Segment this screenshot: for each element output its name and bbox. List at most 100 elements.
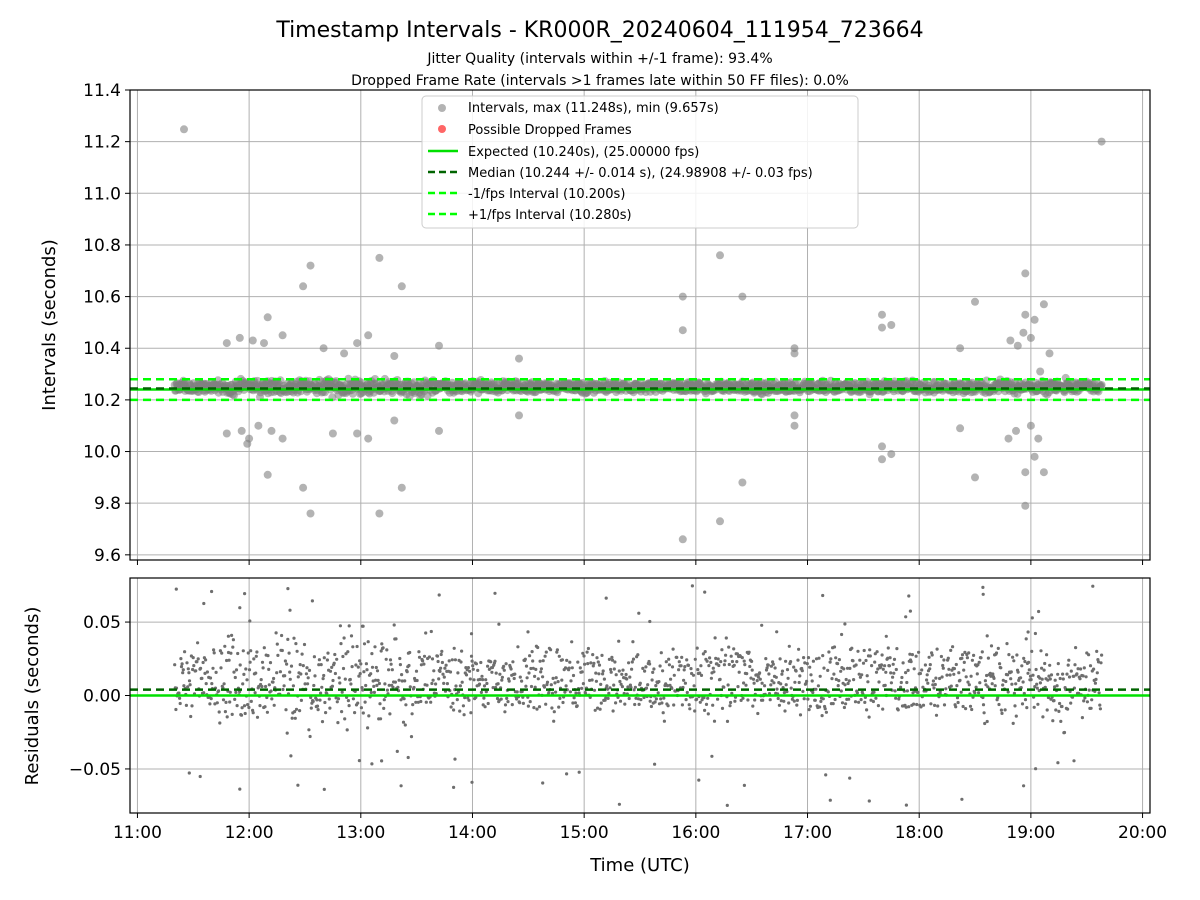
residual-point [886,646,890,650]
residual-point [555,648,560,652]
residual-point [332,661,336,665]
residual-point [805,679,809,683]
residual-point [929,702,933,706]
residual-point [602,677,607,681]
residual-point [999,666,1003,670]
residual-point [875,650,879,654]
residual-point [977,660,981,664]
residual-point [766,663,770,667]
residuals-y-tick-label: 0.00 [83,687,121,707]
residual-point [581,682,586,686]
residual-point [722,685,726,689]
interval-outlier-point [1039,300,1048,309]
residual-point [315,704,320,708]
residual-point [933,703,937,708]
residual-point [1030,649,1034,654]
residual-point [576,660,580,664]
residual-point [258,704,262,708]
residual-point [661,711,665,715]
residual-point [470,659,474,663]
residual-point [486,664,490,668]
residual-point [712,670,716,674]
residual-point [764,657,768,661]
residual-point [535,707,539,711]
interval-outlier-point [1021,310,1030,319]
residual-point [299,698,303,703]
residual-point [251,711,255,715]
residual-point [1011,655,1015,659]
residual-point [288,677,292,681]
intervals-y-tick-label: 10.8 [83,236,121,256]
intervals-panel: 9.6 9.8 10.0 10.2 10.4 10.6 10.8 11.0 11.2 11.4 I… [39,81,1151,566]
residual-point [1098,703,1102,707]
residual-point [1033,631,1037,636]
residual-point [649,704,654,709]
residual-point [351,645,355,649]
interval-outlier-point [278,434,287,443]
residual-point [484,690,488,694]
interval-outlier-point [878,455,886,464]
residual-point [765,666,769,670]
residual-point [1001,683,1005,687]
residual-point [246,703,250,707]
residual-point [253,691,257,695]
residual-point [716,697,720,701]
residual-point [551,676,555,681]
residual-point [749,676,753,680]
residual-point [596,706,600,710]
residual-point [612,667,616,671]
residual-point [417,650,421,654]
interval-outlier-point [390,416,399,425]
residual-point [1056,761,1060,765]
residual-point [563,690,567,694]
residual-point [700,698,704,702]
residual-point [1056,662,1060,666]
residual-point [511,660,515,664]
residual-point [784,683,788,687]
residual-point [808,665,812,669]
residual-point [604,696,608,700]
residual-point [512,676,516,681]
residual-point [689,667,693,671]
residual-point [580,670,584,674]
interval-outlier-point [887,321,896,329]
residual-point [518,701,522,705]
residual-point [403,679,407,683]
residual-point [234,690,238,695]
residual-point [870,664,874,668]
residual-point [182,684,186,688]
residual-point [672,703,676,707]
residual-point [787,701,791,705]
legend-label-median: Median (10.244 +/- 0.014 s), (24.98908 +… [468,166,813,181]
legend-item-median: Median (10.244 +/- 0.014 s), (24.98908 +… [428,166,813,181]
residual-point [366,640,370,644]
residual-point [452,646,456,650]
residual-point [644,665,648,669]
residual-point [648,662,652,666]
residual-point [278,670,282,674]
intervals-plot-frame [129,89,1151,561]
residual-point [570,640,574,644]
residual-point [500,675,504,679]
residual-point [874,696,878,700]
residual-point [369,690,373,695]
residual-point [335,700,339,704]
residual-point [706,696,710,700]
residual-point [234,668,239,672]
residual-point [396,685,400,689]
residual-point [460,649,464,653]
residual-point [991,672,995,676]
residual-point [985,719,989,724]
residual-point [479,690,483,695]
residual-point [612,683,616,687]
legend-item-dropped: Possible Dropped Frames [438,123,632,138]
residual-point [675,655,679,660]
residual-point [440,649,444,654]
residual-point [828,660,832,664]
residual-point [836,662,840,666]
residual-point [744,683,748,687]
residual-point [630,660,634,664]
residual-point [669,677,673,681]
interval-outlier-point [237,426,246,435]
residual-point [986,656,991,660]
